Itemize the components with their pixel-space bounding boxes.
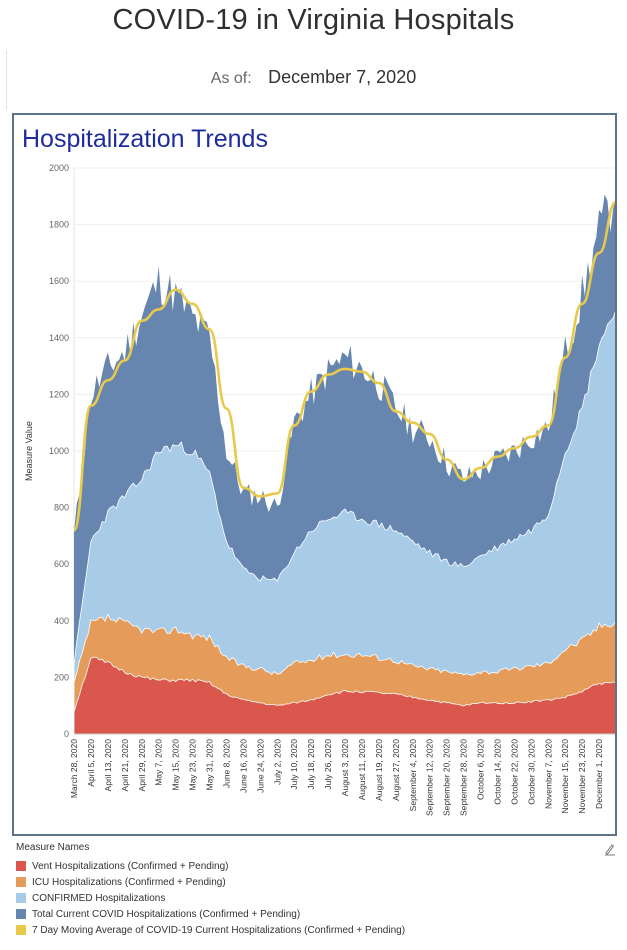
legend-swatch	[16, 925, 26, 935]
x-tick-label: April 21, 2020	[120, 739, 130, 792]
legend-swatch	[16, 909, 26, 919]
series-vent-area	[73, 656, 615, 735]
y-tick-label: 1800	[49, 220, 69, 230]
x-tick-label: May 23, 2020	[188, 739, 198, 791]
legend: Measure Names Vent Hospitalizations (Con…	[16, 842, 405, 938]
legend-label: CONFIRMED Hospitalizations	[32, 892, 166, 904]
x-tick-label: November 15, 2020	[560, 739, 570, 814]
page-title: COVID-19 in Virginia Hospitals	[112, 4, 515, 36]
x-tick-label: June 16, 2020	[238, 739, 248, 793]
x-tick-label: September 20, 2020	[442, 739, 452, 816]
x-tick-label: September 12, 2020	[425, 739, 435, 816]
y-tick-label: 1400	[49, 333, 69, 343]
x-tick-label: November 23, 2020	[577, 739, 587, 814]
series-confirmed-area	[73, 311, 615, 735]
x-tick-label: October 22, 2020	[509, 739, 519, 805]
x-tick-label: April 29, 2020	[137, 739, 147, 792]
y-tick-label: 600	[54, 559, 69, 569]
x-tick-label: December 1, 2020	[594, 739, 604, 809]
hospitalization-chart: 0 200 400 600 800 1000 1200 1400 1600 1800 2000 Mea…	[24, 163, 615, 816]
x-tick-label: August 11, 2020	[357, 739, 367, 801]
y-tick-label: 0	[64, 729, 69, 739]
x-tick-label: May 31, 2020	[205, 739, 215, 791]
legend-item-moving-average[interactable]: 7 Day Moving Average of COVID-19 Current…	[16, 922, 405, 938]
x-tick-label: April 13, 2020	[103, 739, 113, 792]
x-tick-label: October 30, 2020	[526, 739, 536, 805]
legend-swatch	[16, 877, 26, 887]
x-tick-label: May 15, 2020	[171, 739, 181, 791]
y-tick-label: 1200	[49, 389, 69, 399]
x-tick-label: May 7, 2020	[154, 739, 164, 786]
y-tick-label: 2000	[49, 163, 69, 173]
x-tick-label: June 24, 2020	[255, 739, 265, 793]
legend-label: Vent Hospitalizations (Confirmed + Pendi…	[32, 860, 229, 872]
x-tick-label: September 28, 2020	[459, 739, 469, 816]
pencil-icon[interactable]	[604, 842, 616, 856]
x-tick-label: August 27, 2020	[391, 739, 401, 801]
y-tick-label: 400	[54, 616, 69, 626]
legend-item-confirmed[interactable]: CONFIRMED Hospitalizations	[16, 890, 405, 906]
x-tick-label: March 28, 2020	[69, 739, 79, 798]
y-tick-label: 1000	[49, 446, 69, 456]
x-tick-label: July 18, 2020	[306, 739, 316, 790]
x-tick-label: July 2, 2020	[272, 739, 282, 785]
legend-label: ICU Hospitalizations (Confirmed + Pendin…	[32, 876, 226, 888]
divider	[6, 50, 7, 110]
x-tick-label: July 10, 2020	[289, 739, 299, 790]
legend-title: Measure Names	[16, 842, 90, 853]
x-tick-label: August 19, 2020	[374, 739, 384, 801]
x-tick-label: August 3, 2020	[340, 739, 350, 796]
legend-swatch	[16, 893, 26, 903]
x-tick-label: July 26, 2020	[323, 739, 333, 790]
hospitalization-trends-panel: Hospitalization Trends 0 200 400 600 800 1000…	[12, 113, 617, 836]
pencil-icon-glyph	[605, 844, 615, 856]
x-tick-label: April 5, 2020	[86, 739, 96, 787]
legend-swatch	[16, 861, 26, 871]
as-of-date: December 7, 2020	[268, 67, 417, 87]
legend-label: Total Current COVID Hospitalizations (Co…	[32, 908, 301, 920]
legend-item-total[interactable]: Total Current COVID Hospitalizations (Co…	[16, 906, 405, 922]
y-tick-label: 200	[54, 672, 69, 682]
legend-item-icu[interactable]: ICU Hospitalizations (Confirmed + Pendin…	[16, 874, 405, 890]
legend-item-vent[interactable]: Vent Hospitalizations (Confirmed + Pendi…	[16, 858, 405, 874]
y-tick-label: 1600	[49, 276, 69, 286]
as-of-label: As of:	[210, 70, 252, 87]
x-tick-label: October 6, 2020	[476, 739, 486, 800]
x-tick-label: June 8, 2020	[221, 739, 231, 788]
y-axis-label: Measure Value	[24, 421, 34, 481]
legend-label: 7 Day Moving Average of COVID-19 Current…	[32, 924, 406, 936]
x-tick-label: October 14, 2020	[492, 739, 502, 805]
as-of-row: As of: December 7, 2020	[0, 67, 627, 88]
y-tick-label: 800	[54, 503, 69, 513]
x-tick-label: September 4, 2020	[408, 739, 418, 812]
panel-title: Hospitalization Trends	[22, 125, 268, 153]
x-tick-label: November 7, 2020	[543, 739, 553, 809]
series-moving-average-line	[72, 201, 615, 532]
